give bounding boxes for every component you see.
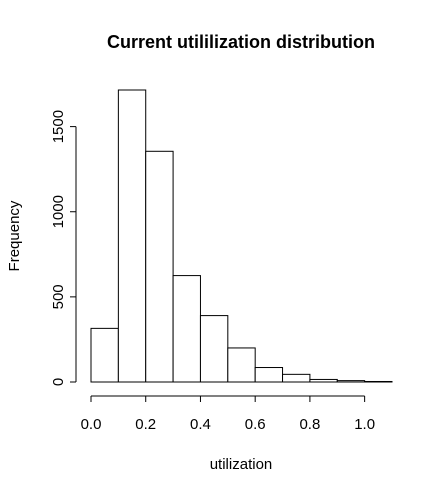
histogram-bar [172, 275, 201, 383]
x-tick-label: 0.8 [299, 416, 320, 433]
histogram-bar [309, 378, 338, 383]
x-tick-label: 0.6 [245, 416, 266, 433]
histogram-bar [282, 373, 311, 383]
y-tick-label: 1000 [50, 195, 67, 228]
y-axis: 0 500 1000 1500 [50, 110, 77, 386]
histogram-bar [90, 327, 119, 383]
x-axis-title: utilization [210, 456, 273, 473]
histogram-bar [117, 89, 147, 383]
histogram-bar [364, 380, 393, 383]
bars-group [90, 89, 393, 383]
y-tick-label: 500 [50, 284, 67, 309]
x-tick-label: 0.4 [190, 416, 211, 433]
y-tick-label: 1500 [50, 110, 67, 143]
y-axis-title: Frequency [6, 200, 23, 271]
x-axis: 0.0 0.2 0.4 0.6 0.8 1.0 [81, 395, 375, 433]
x-tick-label: 0.2 [135, 416, 156, 433]
histogram-bar [227, 347, 256, 383]
histogram-bar [199, 315, 229, 383]
x-tick-label: 1.0 [354, 416, 375, 433]
histogram-bar [254, 367, 284, 383]
chart-title: Current utililization distribution [107, 32, 375, 52]
x-tick-label: 0.0 [81, 416, 102, 433]
histogram-bar [145, 150, 174, 383]
histogram-bar [336, 380, 366, 383]
y-tick-label: 0 [50, 378, 67, 386]
